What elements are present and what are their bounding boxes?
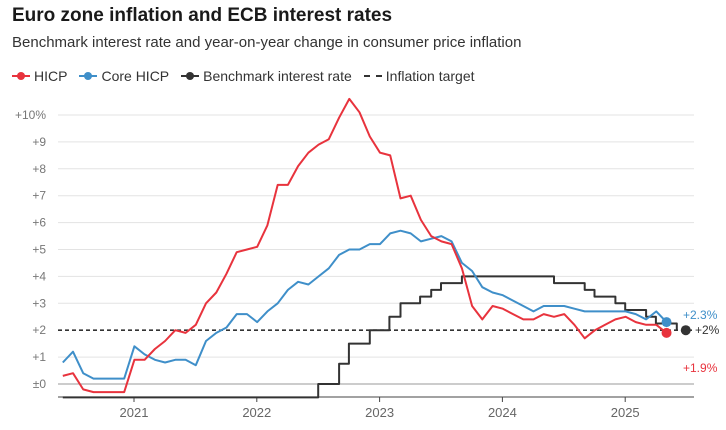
end-dot-hicp	[661, 327, 672, 338]
y-tick-label-4: +4	[32, 269, 46, 283]
x-tick-label-2025: 2025	[611, 405, 640, 420]
x-tick-label-2023: 2023	[365, 405, 394, 420]
y-axis-ticks: ±0 +1 +2 +3 +4 +5 +6 +7 +8 +9 +10%	[15, 108, 46, 391]
x-tick-label-2022: 2022	[242, 405, 271, 420]
y-tick-label-2: +2	[32, 323, 46, 337]
legend-item-inflation-target: Inflation target	[363, 68, 475, 84]
chart-subtitle: Benchmark interest rate and year-on-year…	[12, 34, 522, 51]
y-tick-label-0: ±0	[33, 377, 47, 391]
series-line-core	[62, 229, 668, 380]
y-tick-label-9: +9	[32, 135, 46, 149]
series-line-hicp	[62, 97, 668, 394]
legend-label-hicp: HICP	[34, 68, 68, 84]
end-label-rate: +2%	[695, 323, 720, 337]
y-tick-label-10: +10%	[15, 108, 46, 122]
legend-label-core-hicp: Core HICP	[101, 68, 170, 84]
x-axis-ticks: 2021 2022 2023 2024 2025	[58, 396, 694, 420]
legend-label-benchmark-rate: Benchmark interest rate	[203, 68, 352, 84]
end-labels-layer: +2%+2.3% +1.9%	[661, 308, 720, 375]
legend-item-benchmark-rate: Benchmark interest rate	[181, 68, 352, 84]
chart-gridlines	[58, 114, 694, 385]
chart-title: Euro zone inflation and ECB interest rat…	[12, 5, 393, 26]
chart-legend: HICP Core HICP Benchmark interest rate I…	[12, 68, 487, 84]
legend-item-hicp: HICP	[12, 68, 67, 84]
series-line-rate	[62, 275, 678, 399]
y-tick-label-7: +7	[32, 189, 46, 203]
x-tick-label-2024: 2024	[488, 405, 517, 420]
legend-swatch-benchmark-rate	[181, 70, 200, 82]
legend-item-core-hicp: Core HICP	[79, 68, 169, 84]
x-tick-label-2021: 2021	[120, 405, 149, 420]
legend-label-inflation-target: Inflation target	[385, 68, 475, 84]
legend-swatch-inflation-target	[363, 75, 382, 77]
legend-swatch-core-hicp	[79, 70, 98, 82]
end-label-hicp: +1.9%	[683, 361, 718, 375]
end-dot-rate	[680, 325, 691, 336]
y-tick-label-6: +6	[32, 216, 46, 230]
y-tick-label-1: +1	[32, 350, 46, 364]
y-tick-label-5: +5	[32, 243, 46, 257]
end-label-core: +2.3%	[683, 308, 718, 322]
y-tick-label-3: +3	[32, 296, 46, 310]
end-dot-core	[661, 317, 672, 328]
legend-swatch-hicp	[12, 70, 30, 82]
series-layer	[62, 97, 678, 399]
y-tick-label-8: +8	[32, 162, 46, 176]
